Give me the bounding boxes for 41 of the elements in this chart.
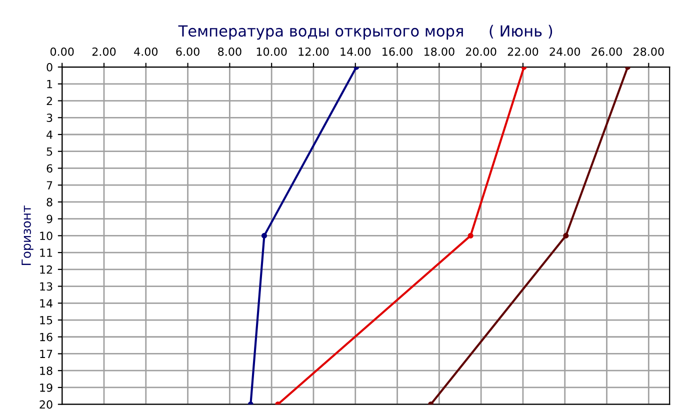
point [468,232,474,238]
point [261,232,268,238]
x-tick-label: 22.00 [508,47,538,56]
x-tick-label: 16.00 [382,47,412,56]
y-tick-label: 14 [40,299,52,308]
y-tick-label: 6 [46,164,52,173]
x-tick-label: 2.00 [92,47,116,56]
x-tick-label: 10.00 [256,47,287,56]
y-tick-label: 20 [40,400,52,409]
y-tick-label: 0 [46,63,52,72]
y-tick-label: 9 [46,214,52,224]
y-tick-label: 11 [40,248,52,257]
y-tick-label: 10 [40,232,52,240]
x-tick-label: 8.00 [218,47,242,56]
y-axis-title: Горизонт [22,206,34,265]
x-tick-label: 18.00 [424,47,454,56]
x-tick-label: 6.00 [176,47,200,56]
chart-title: Температура воды открытого моря ( Июнь ) [178,24,552,40]
x-tick-label: 14.00 [340,47,371,56]
y-tick-label: 7 [46,181,52,190]
x-tick-label: 28.00 [634,47,664,56]
x-tick-label: 20.00 [466,47,496,56]
y-tick-label: 16 [40,332,52,342]
x-tick-label: 26.00 [592,47,622,56]
x-tick-label: 0.00 [50,47,74,56]
x-tick-label: 4.00 [134,47,158,56]
y-tick-label: 12 [40,265,52,274]
y-tick-label: 15 [40,316,52,324]
y-tick-label: 18 [40,366,52,375]
x-tick-label: 24.00 [550,47,580,56]
point [563,232,569,238]
y-tick-label: 8 [46,198,52,206]
y-tick-label: 5 [46,147,52,156]
x-tick-label: 12.00 [298,47,329,56]
y-tick-label: 4 [46,130,52,139]
y-tick-label: 1 [47,80,52,88]
y-tick-label: 17 [40,350,52,358]
y-tick-label: 3 [46,114,52,122]
y-tick-label: 2 [46,96,52,105]
y-tick-label: 19 [40,383,52,392]
y-tick-label: 13 [40,282,52,291]
